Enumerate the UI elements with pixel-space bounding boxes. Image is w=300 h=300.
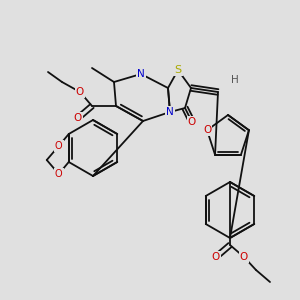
Text: O: O [76, 87, 84, 97]
Text: O: O [55, 141, 63, 151]
Text: O: O [55, 169, 63, 179]
Text: N: N [137, 69, 145, 79]
Text: S: S [174, 65, 182, 75]
Text: O: O [240, 252, 248, 262]
Text: O: O [74, 113, 82, 123]
Text: N: N [166, 107, 174, 117]
Text: O: O [188, 117, 196, 127]
Text: O: O [212, 252, 220, 262]
Text: O: O [203, 125, 211, 135]
Text: H: H [231, 75, 239, 85]
